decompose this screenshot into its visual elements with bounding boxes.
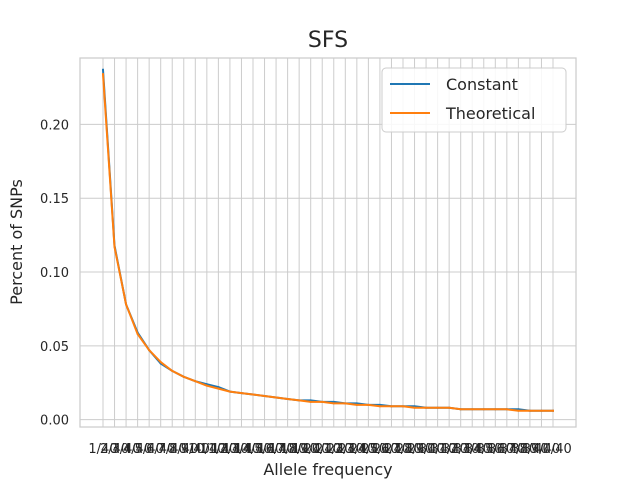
- x-tick-label: 18/40: [280, 442, 317, 457]
- legend-label-theoretical: Theoretical: [445, 104, 535, 123]
- y-axis-label: Percent of SNPs: [7, 179, 26, 305]
- x-tick-label: 23/40: [338, 442, 375, 457]
- data-point-theoretical: [436, 406, 439, 409]
- data-point-theoretical: [286, 397, 289, 400]
- data-point-theoretical: [205, 384, 208, 387]
- data-point-theoretical: [413, 406, 416, 409]
- x-axis-label: Allele frequency: [263, 460, 392, 479]
- data-point-theoretical: [275, 396, 278, 399]
- x-tick-label: 6/40: [146, 442, 175, 457]
- data-point-theoretical: [540, 409, 543, 412]
- x-tick-label: 14/40: [234, 442, 271, 457]
- data-point-theoretical: [182, 375, 185, 378]
- data-point-theoretical: [263, 395, 266, 398]
- x-tick-label: 15/40: [246, 442, 283, 457]
- data-point-theoretical: [505, 408, 508, 411]
- series-line-theoretical: [101, 73, 554, 412]
- data-point-theoretical: [528, 409, 531, 412]
- data-point-theoretical: [459, 408, 462, 411]
- x-tick-label: 34/40: [465, 442, 502, 457]
- data-point-theoretical: [367, 403, 370, 406]
- data-point-theoretical: [482, 408, 485, 411]
- x-tick-label: 7/40: [158, 442, 187, 457]
- x-tick-label: 2/40: [100, 442, 129, 457]
- x-tick-label: 39/40: [523, 442, 560, 457]
- data-point-theoretical: [344, 402, 347, 405]
- x-tick-label: 8/40: [169, 442, 198, 457]
- x-tick-label: 32/40: [442, 442, 479, 457]
- y-tick-label: 0.00: [40, 414, 69, 429]
- data-point-theoretical: [402, 405, 404, 408]
- x-tick-label: 17/40: [269, 442, 306, 457]
- x-tick-label: 5/40: [135, 442, 164, 457]
- chart-title: SFS: [308, 28, 348, 53]
- data-point-theoretical: [471, 408, 474, 411]
- x-tick-label: 30/40: [419, 442, 456, 457]
- x-tick-labels: 1/402/403/404/405/406/407/408/409/4010/4…: [88, 442, 571, 457]
- y-tick-label: 0.15: [40, 192, 69, 207]
- data-point-theoretical: [102, 73, 104, 76]
- y-tick-label: 0.05: [40, 340, 69, 355]
- data-point-theoretical: [159, 361, 162, 364]
- x-tick-label: 26/40: [373, 442, 410, 457]
- data-point-theoretical: [171, 369, 174, 372]
- data-point-theoretical: [378, 405, 381, 408]
- data-point-theoretical: [332, 402, 335, 405]
- x-tick-label: 21/40: [315, 442, 352, 457]
- plot-frame: [79, 57, 577, 428]
- legend-label-constant: Constant: [446, 75, 518, 94]
- x-tick-label: 4/40: [123, 442, 152, 457]
- x-tick-label: 27/40: [384, 442, 421, 457]
- data-point-theoretical: [390, 405, 393, 408]
- data-point-theoretical: [217, 387, 220, 390]
- x-tick-label: 31/40: [430, 442, 467, 457]
- data-point-theoretical: [240, 392, 243, 395]
- legend: Constant Theoretical: [381, 67, 567, 133]
- y-tick-label: 0.10: [40, 266, 69, 281]
- y-tick-label: 0.20: [40, 118, 69, 133]
- data-point-constant: [102, 68, 104, 71]
- data-point-theoretical: [148, 349, 151, 352]
- x-tick-label: 37/40: [500, 442, 537, 457]
- series-lines: [101, 68, 554, 412]
- data-point-theoretical: [552, 409, 554, 412]
- data-point-theoretical: [425, 406, 428, 409]
- data-point-theoretical: [194, 380, 197, 383]
- data-point-theoretical: [228, 390, 231, 393]
- x-tick-label: 10/40: [188, 442, 225, 457]
- x-tick-label: 33/40: [453, 442, 490, 457]
- data-point-theoretical: [517, 409, 520, 412]
- x-tick-label: 28/40: [396, 442, 433, 457]
- x-tick-label: 1/40: [88, 442, 117, 457]
- data-point-theoretical: [321, 400, 324, 403]
- data-point-theoretical: [494, 408, 497, 411]
- x-tick-label: 3/40: [111, 442, 140, 457]
- x-tick-label: 38/40: [511, 442, 548, 457]
- x-tick-label: 35/40: [477, 442, 514, 457]
- y-tick-labels: 0.00 0.05 0.10 0.15 0.20: [40, 118, 69, 428]
- x-tick-label: 13/40: [223, 442, 260, 457]
- data-point-theoretical: [252, 393, 254, 396]
- x-tick-label: 36/40: [488, 442, 525, 457]
- x-tick-label: 40/40: [534, 442, 571, 457]
- data-point-theoretical: [448, 406, 451, 409]
- data-point-theoretical: [113, 245, 116, 248]
- data-point-theoretical: [298, 399, 301, 402]
- x-tick-label: 9/40: [181, 442, 210, 457]
- x-tick-label: 11/40: [200, 442, 237, 457]
- data-point-theoretical: [136, 333, 139, 336]
- data-point-theoretical: [355, 403, 358, 406]
- x-tick-label: 19/40: [292, 442, 329, 457]
- x-tick-label: 24/40: [350, 442, 387, 457]
- x-tick-label: 16/40: [257, 442, 294, 457]
- data-point-theoretical: [309, 400, 312, 403]
- x-tick-label: 22/40: [327, 442, 364, 457]
- x-tick-label: 25/40: [361, 442, 398, 457]
- x-tick-label: 29/40: [407, 442, 444, 457]
- data-point-theoretical: [125, 303, 128, 306]
- x-tick-label: 20/40: [303, 442, 340, 457]
- x-tick-label: 12/40: [211, 442, 248, 457]
